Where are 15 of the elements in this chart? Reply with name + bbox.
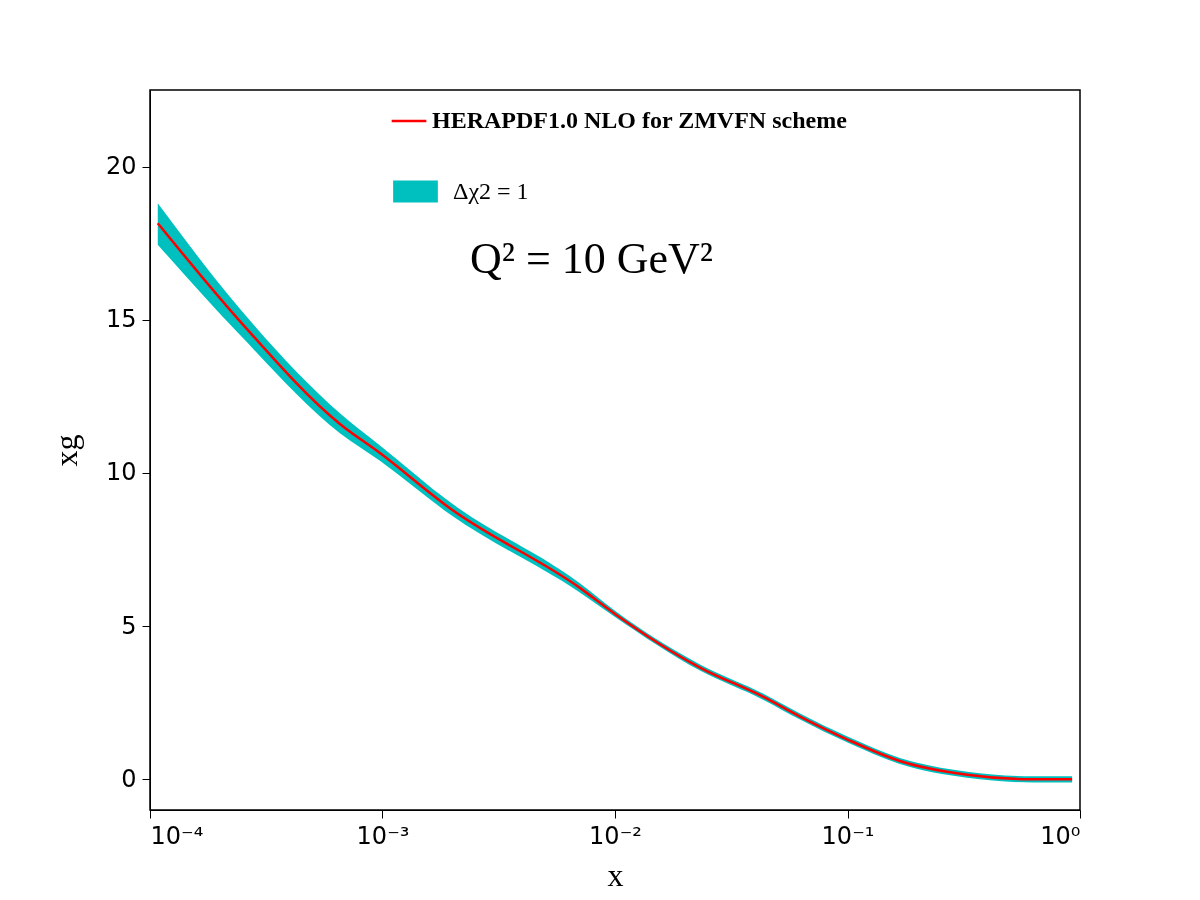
y-axis-title: xg	[47, 434, 84, 467]
x-tick-label: 10⁻⁴	[150, 821, 204, 850]
x-tick-label: 10⁻¹	[821, 821, 875, 850]
y-tick-label: 20	[105, 152, 137, 181]
y-tick-label: 0	[121, 764, 137, 793]
y-tick-label: 15	[105, 305, 137, 334]
y-tick-label: 5	[121, 611, 137, 640]
legend-label: HERAPDF1.0 NLO for ZMVFN scheme	[432, 107, 848, 133]
x-tick-label: 10⁻²	[589, 821, 642, 850]
x-axis-title: x	[607, 856, 624, 893]
y-tick-label: 10	[105, 458, 137, 487]
annotation: Q² = 10 GeV²	[470, 234, 714, 283]
x-tick-label: 10⁻³	[356, 821, 410, 850]
x-tick-label: 10⁰	[1040, 821, 1081, 850]
annotation: Δχ2 = 1	[453, 177, 529, 204]
